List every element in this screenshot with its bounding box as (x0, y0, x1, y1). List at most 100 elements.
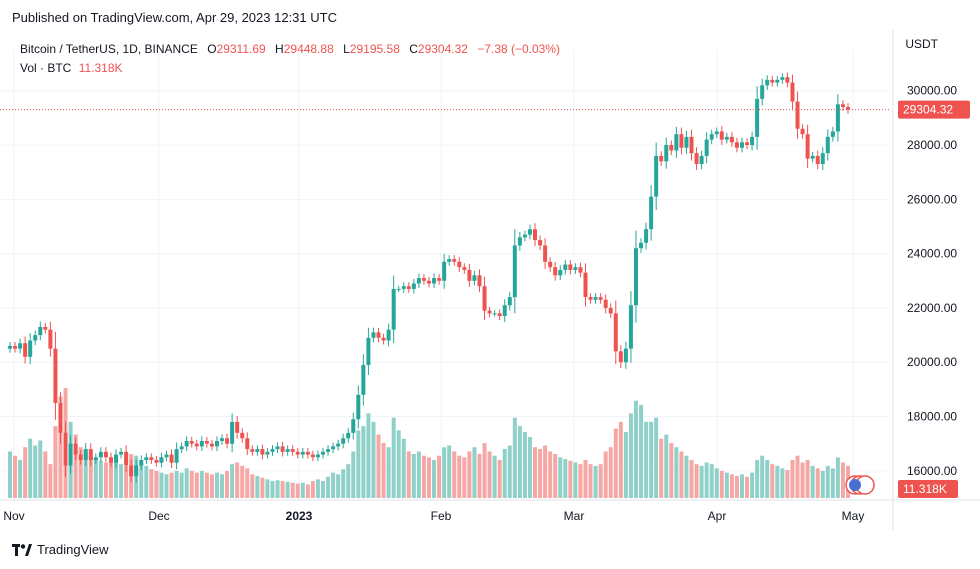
volume-bar (543, 445, 548, 498)
volume-bar (664, 434, 669, 498)
candle-body (704, 139, 709, 156)
tradingview-brand: TradingView (37, 542, 109, 557)
volume-bar (230, 464, 235, 498)
volume-bar (719, 470, 724, 498)
x-tick-label: Dec (148, 509, 169, 523)
volume-bar (760, 455, 765, 498)
volume-bar (250, 474, 255, 498)
candle-body (810, 155, 815, 159)
candle-body (553, 267, 558, 276)
volume-bar (588, 464, 593, 498)
price-overlay: 29304.32 11.318K (0, 100, 970, 498)
volume-bar (815, 468, 820, 498)
volume-bar (613, 428, 618, 498)
volume-bar (416, 451, 421, 498)
candle-body (755, 98, 760, 137)
candle-body (114, 454, 119, 463)
candle-body (391, 288, 396, 330)
volume-bar (583, 459, 588, 498)
volume-bar (305, 484, 310, 498)
candle-body (28, 340, 33, 357)
candle-body (790, 82, 795, 102)
candle-body (351, 419, 356, 433)
candle-body (820, 153, 825, 165)
candle-body (437, 278, 442, 281)
candle-body (674, 134, 679, 151)
volume-bar (790, 459, 795, 498)
candle-body (452, 259, 457, 262)
candle-body (835, 104, 840, 132)
candle-body (184, 440, 189, 447)
candle-body (144, 457, 149, 460)
volume-bar (729, 474, 734, 498)
volume-bar (108, 457, 113, 498)
volume-bar (83, 448, 88, 498)
volume-bar (376, 434, 381, 498)
candle-body (477, 275, 482, 287)
candle-body (770, 79, 775, 83)
candle-body (760, 85, 765, 99)
volume-bar (704, 462, 709, 498)
volume-bar (58, 396, 63, 498)
legend-ohlc-row: Bitcoin / TetherUS, 1D, BINANCE O29311.6… (20, 40, 566, 59)
candle-body (154, 459, 159, 463)
volume-bar (548, 451, 553, 498)
price-axis-unit[interactable]: USDT (905, 37, 938, 51)
candle-body (684, 136, 689, 148)
candle-body (472, 275, 477, 281)
candle-body (83, 449, 88, 460)
volume-bar (396, 430, 401, 498)
candles (8, 72, 850, 483)
candlestick-chart[interactable]: 29304.32 11.318K 30000.00 28000.00 26000.00… (0, 30, 980, 530)
candle-body (159, 457, 164, 463)
volume-bar (159, 472, 164, 498)
y-tick-label: 26000.00 (907, 192, 957, 206)
candle-body (840, 104, 845, 108)
candle-body (558, 269, 563, 276)
x-tick-label: Mar (564, 509, 585, 523)
volume-bar (245, 468, 250, 498)
volume-label[interactable]: Vol · BTC (20, 61, 72, 75)
candle-body (669, 145, 674, 151)
candle-body (517, 237, 522, 246)
candle-body (53, 348, 58, 403)
volume-bar (265, 479, 270, 498)
candle-body (805, 134, 810, 159)
candle-body (225, 438, 230, 444)
candle-body (230, 421, 235, 444)
candle-body (139, 459, 144, 466)
volume-bars (8, 388, 850, 498)
volume-bar (240, 465, 245, 498)
candle-body (78, 454, 83, 460)
symbol-label[interactable]: Bitcoin / TetherUS, 1D, BINANCE (20, 42, 198, 56)
candle-body (108, 457, 113, 463)
volume-bar (452, 451, 457, 498)
tradingview-logo[interactable]: TradingView (12, 542, 109, 557)
x-tick-label: Apr (708, 509, 727, 523)
candle-body (432, 278, 437, 284)
volume-bar (406, 451, 411, 498)
volume-bar (553, 454, 558, 498)
candle-body (43, 326, 48, 330)
candle-body (734, 142, 739, 148)
candle-body (745, 142, 750, 146)
candle-body (618, 351, 623, 363)
volume-bar (457, 455, 462, 498)
candle-body (825, 136, 830, 154)
volume-bar (840, 462, 845, 498)
candle-body (497, 313, 502, 317)
volume-bar (538, 448, 543, 498)
candle-body (346, 432, 351, 439)
volume-bar (194, 472, 199, 498)
candle-body (103, 451, 108, 458)
candle-body (739, 142, 744, 148)
candle-body (427, 280, 431, 284)
volume-bar (603, 451, 608, 498)
candle-body (750, 136, 755, 146)
candle-body (209, 443, 214, 447)
candle-body (356, 394, 361, 420)
candle-body (502, 305, 507, 317)
volume-bar (124, 465, 129, 498)
candle-body (331, 446, 336, 450)
volume-bar (674, 447, 679, 498)
